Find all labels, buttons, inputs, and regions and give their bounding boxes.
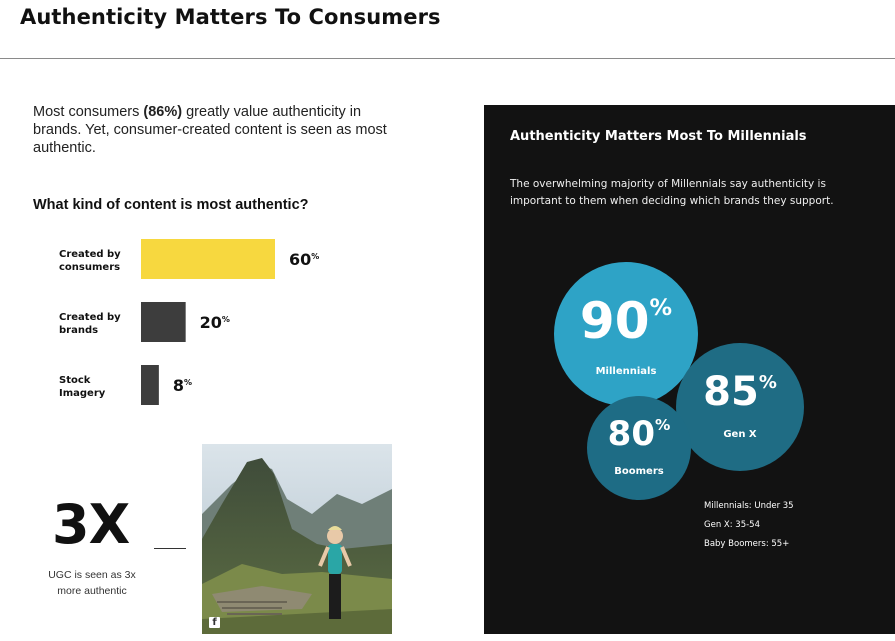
page-title: Authenticity Matters To Consumers xyxy=(20,5,441,29)
intro-highlight: (86%) xyxy=(143,104,183,120)
bar-chart-question: What kind of content is most authentic? xyxy=(33,197,309,213)
bar-label-1-line-0: Created by xyxy=(59,312,121,323)
bubble-gen-x xyxy=(676,343,804,471)
bubble-millennials xyxy=(554,262,698,406)
panel-description: The overwhelming majority of Millennials… xyxy=(510,178,834,207)
header-divider xyxy=(0,58,895,59)
panel-title: Authenticity Matters Most To Millennials xyxy=(510,129,807,144)
facebook-icon[interactable]: f xyxy=(209,617,220,628)
intro-text-end: greatly value authenticity in brands. Ye… xyxy=(33,104,387,156)
stat-caption: UGC is seen as 3x more authentic xyxy=(48,569,136,597)
stat-divider xyxy=(154,548,186,549)
bubble-label-2: Boomers xyxy=(614,466,664,477)
hiker-photo xyxy=(202,444,392,634)
bubble-label-1: Gen X xyxy=(723,429,757,440)
bubble-value-2: 80% xyxy=(607,413,671,454)
intro-paragraph: Most consumers (86%) greatly value authe… xyxy=(33,103,408,157)
bar-label-2-line-1: Imagery xyxy=(59,388,106,399)
stat-big-number: 3X xyxy=(52,493,130,556)
legend-millennials: Millennials: Under 35 xyxy=(704,501,794,511)
bubble-boomers xyxy=(587,396,691,500)
intro-text-start: Most consumers xyxy=(33,104,144,120)
bar-0 xyxy=(141,239,275,279)
bar-label-1-line-1: brands xyxy=(59,325,98,336)
bar-label-0-line-0: Created by xyxy=(59,249,121,260)
bar-value-1: 20% xyxy=(200,313,230,332)
bar-label-0-line-1: consumers xyxy=(59,262,120,273)
legend-boomers: Baby Boomers: 55+ xyxy=(704,539,790,549)
bar-2 xyxy=(141,365,159,405)
legend-genx: Gen X: 35-54 xyxy=(704,520,760,530)
authenticity-bar-chart: Created by consumers 60% Created by brands 20… xyxy=(59,239,319,405)
bar-1 xyxy=(141,302,186,342)
mountain-photo-illustration xyxy=(202,444,392,634)
bar-value-2: 8% xyxy=(173,376,192,395)
bubble-value-1: 85% xyxy=(703,369,777,415)
generation-legend: Millennials: Under 35 Gen X: 35-54 Baby … xyxy=(704,497,794,554)
bubble-label-0: Millennials xyxy=(595,366,657,377)
bar-value-0: 60% xyxy=(289,250,319,269)
bubble-value-0: 90% xyxy=(579,291,673,350)
bar-label-2-line-0: Stock xyxy=(59,375,91,386)
